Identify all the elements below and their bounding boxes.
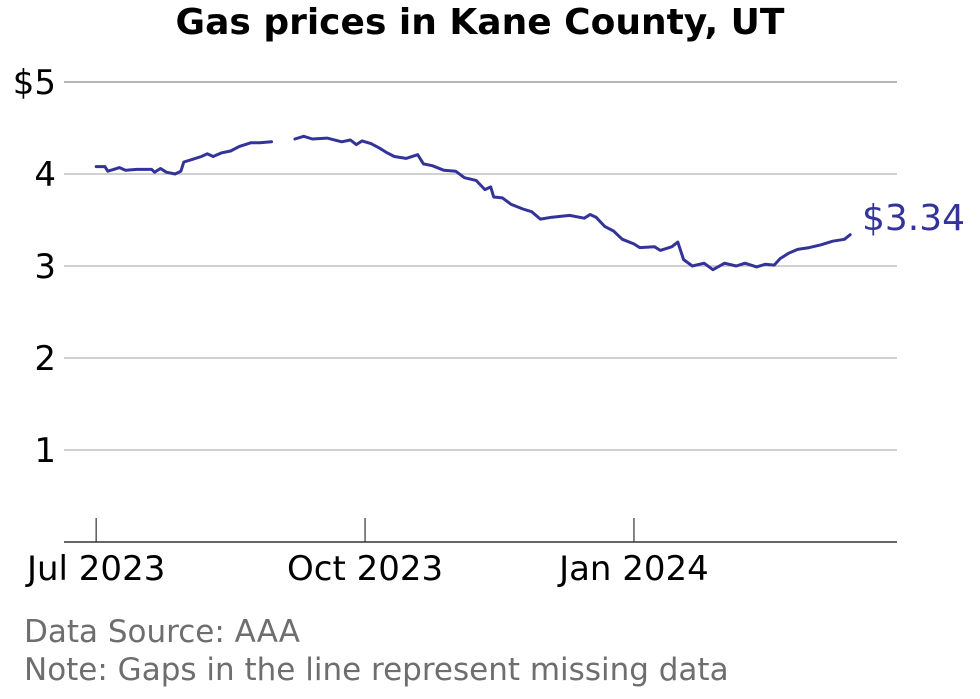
missing-data-note: Note: Gaps in the line represent missing… (24, 652, 729, 688)
end-value-label: $3.34 (862, 198, 965, 239)
y-tick-label-2: 2 (34, 339, 56, 379)
y-tick-label-3: 3 (34, 247, 56, 287)
y-axis-tick-labels: 1 2 3 4 $5 (13, 63, 56, 471)
x-tick-label-1: Oct 2023 (287, 549, 443, 589)
y-tick-label-4: 4 (34, 155, 56, 195)
data-source-note: Data Source: AAA (24, 614, 300, 650)
chart-title: Gas prices in Kane County, UT (175, 2, 785, 43)
x-axis-ticks: Jul 2023 Oct 2023 Jan 2024 (25, 518, 709, 589)
x-tick-label-0: Jul 2023 (25, 549, 165, 589)
price-series (94, 134, 852, 272)
price-line-segment-1 (94, 140, 273, 176)
price-line-segment-2 (293, 134, 852, 272)
x-tick-label-2: Jan 2024 (557, 549, 709, 589)
y-tick-label-1: 1 (34, 431, 56, 471)
y-tick-label-5: $5 (13, 63, 56, 103)
